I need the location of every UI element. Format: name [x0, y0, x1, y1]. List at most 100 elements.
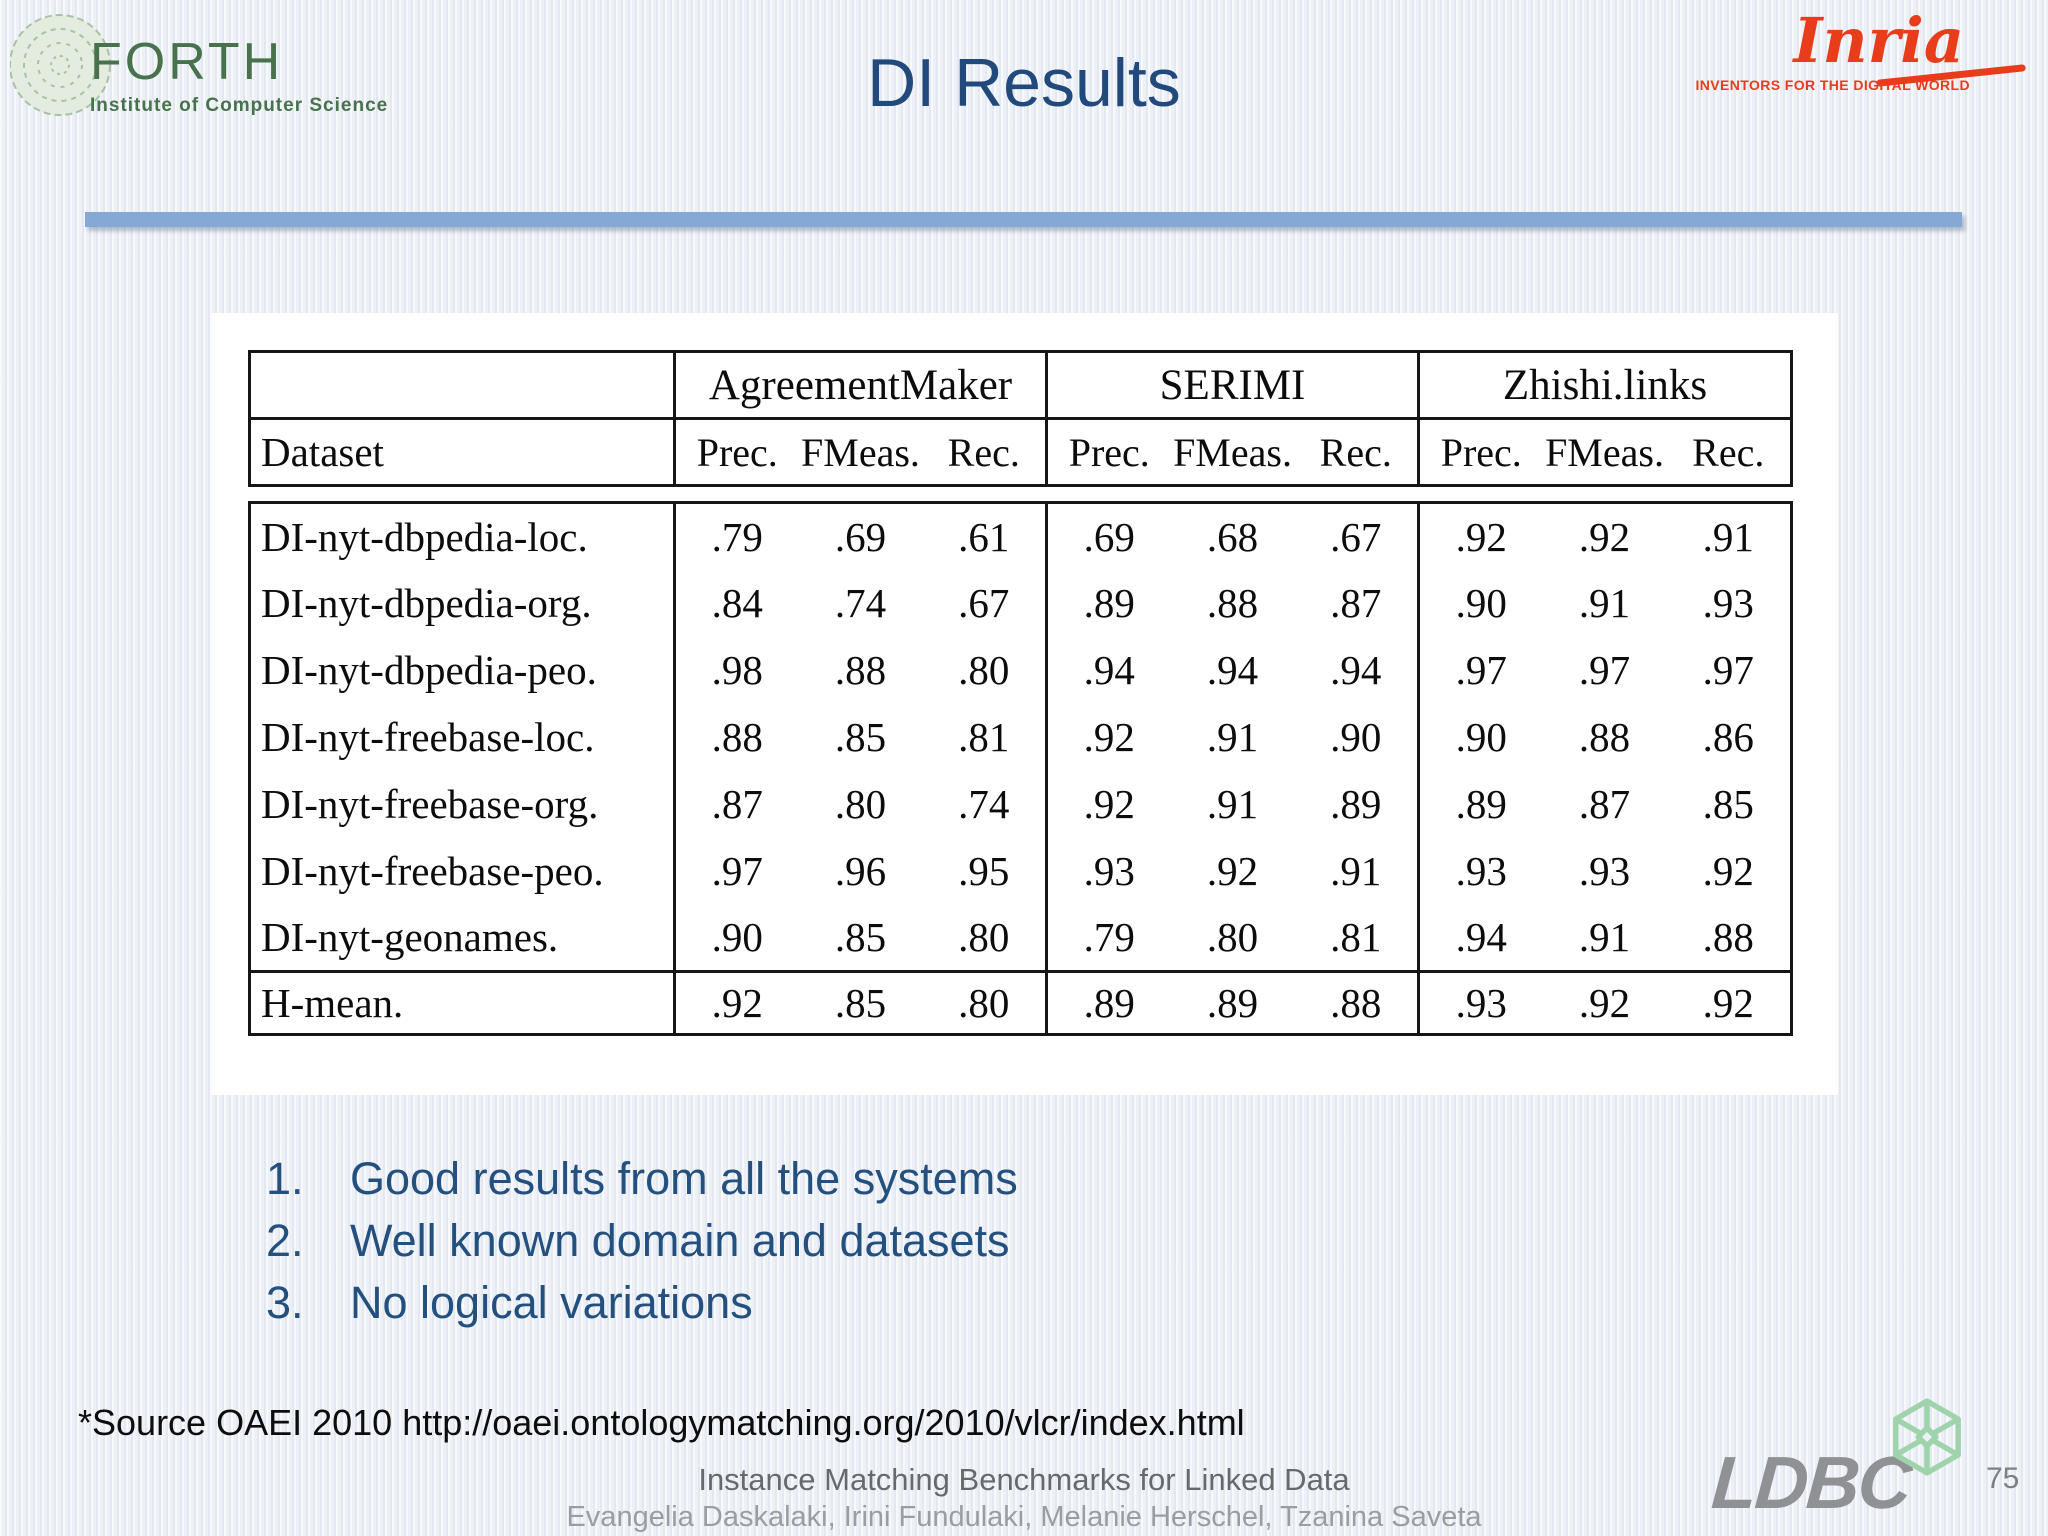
- metric-value-cell: .80: [834, 781, 887, 827]
- metric-header: Prec.: [673, 418, 799, 486]
- metric-value-cell: .79: [673, 502, 799, 570]
- metric-header: Rec.: [1692, 429, 1765, 475]
- metric-value-cell: .94: [1206, 647, 1259, 693]
- inria-logo-name: Inria: [1793, 4, 1964, 77]
- footer-authors: Evangelia Daskalaki, Irini Fundulaki, Me…: [566, 1501, 1482, 1533]
- metric-value-cell: .93: [1417, 970, 1543, 1035]
- forth-logo: FORTH Institute of Computer Science: [8, 6, 428, 126]
- metric-value-cell: .69: [834, 513, 887, 560]
- metric-value-cell: .91: [1702, 513, 1754, 560]
- metric-value-cell: .89: [1170, 970, 1295, 1035]
- dataset-cell: DI-nyt-dbpedia-peo.: [261, 647, 597, 693]
- list-item: 2. Well known domain and datasets: [266, 1210, 1566, 1272]
- metric-value-cell: .88: [834, 647, 887, 693]
- dataset-cell: DI-nyt-geonames.: [261, 914, 559, 961]
- table-row: DI-nyt-freebase-org. .87 .80 .74 .92 .91 .89 .8…: [250, 770, 1792, 838]
- metric-value-cell: .85: [834, 714, 887, 760]
- dataset-cell: H-mean.: [249, 970, 675, 1035]
- list-item-text: No logical variations: [350, 1277, 753, 1328]
- metric-value-cell: .97: [1578, 647, 1631, 693]
- metric-value-cell: .91: [1578, 580, 1631, 626]
- metric-value-cell: .87: [673, 770, 799, 838]
- metric-value-cell: .93: [1702, 580, 1754, 626]
- list-item: 3. No logical variations: [266, 1272, 1566, 1334]
- metric-value-cell: .81: [1330, 914, 1382, 961]
- metric-value-cell: .88: [1702, 914, 1754, 961]
- metric-header: Prec.: [1417, 418, 1543, 486]
- notes-list: 1. Good results from all the systems 2. …: [266, 1148, 1566, 1334]
- metric-value-cell: .80: [958, 914, 1010, 961]
- table-row: DI-nyt-freebase-peo. .97 .96 .95 .93 .92 .91 .9…: [250, 837, 1792, 905]
- metric-value-cell: .91: [1206, 714, 1259, 760]
- list-item-text: Well known domain and datasets: [350, 1215, 1010, 1266]
- dataset-cell: DI-nyt-freebase-peo.: [261, 848, 604, 894]
- metric-value-cell: .85: [798, 970, 923, 1035]
- metric-value-cell: .89: [1045, 970, 1171, 1035]
- forth-logo-name: FORTH: [90, 33, 284, 91]
- metric-value-cell: .92: [1666, 970, 1792, 1035]
- metric-value-cell: .85: [834, 914, 887, 961]
- summary-row: H-mean. .92.85.80.89.89.88.93.92.92: [249, 970, 1792, 1035]
- metric-value-cell: .88: [1578, 714, 1631, 760]
- metric-value-cell: .67: [958, 580, 1010, 626]
- metric-value-cell: .88: [1294, 970, 1419, 1035]
- page-number: 75: [1986, 1462, 2020, 1495]
- phaistos-disc-icon: [10, 14, 111, 116]
- metric-value-cell: .89: [1045, 569, 1171, 637]
- table-row: DI-nyt-freebase-loc. .88 .85 .81 .92 .91 .90 .9…: [250, 703, 1792, 771]
- dataset-cell: DI-nyt-freebase-loc.: [261, 714, 595, 760]
- list-item-number: 2.: [266, 1215, 304, 1266]
- metric-value-cell: .92: [673, 970, 799, 1035]
- metric-value-cell: .87: [1330, 580, 1382, 626]
- metric-value-cell: .92: [1045, 770, 1171, 838]
- dataset-cell: DI-nyt-freebase-org.: [261, 781, 599, 827]
- metric-value-cell: .93: [1417, 837, 1543, 905]
- metric-value-cell: .91: [1330, 848, 1382, 894]
- metric-value-cell: .90: [1417, 569, 1543, 637]
- metric-header: Prec.: [1045, 418, 1171, 486]
- metric-header: Rec.: [1319, 429, 1392, 475]
- metric-header: FMeas.: [1545, 429, 1664, 475]
- forth-logo-subtitle: Institute of Computer Science: [90, 95, 389, 116]
- list-item-number: 3.: [266, 1277, 304, 1328]
- group-header-zhishi-links: Zhishi.links: [1417, 351, 1792, 420]
- table-row: DI-nyt-dbpedia-loc. .79 .69 .61 .69 .68 .67 .92…: [250, 502, 1792, 570]
- group-header-agreementmaker: AgreementMaker: [672, 351, 1047, 420]
- results-table-body-table: DI-nyt-dbpedia-loc. .79 .69 .61 .69 .68 .67 .92…: [248, 501, 1793, 1036]
- dataset-column-header: Dataset: [261, 429, 384, 475]
- metric-value-cell: .92: [1206, 848, 1259, 894]
- metric-value-cell: .97: [1702, 647, 1754, 693]
- metric-header: FMeas.: [1173, 429, 1292, 475]
- metric-value-cell: .80: [1206, 914, 1259, 961]
- results-table-body: DI-nyt-dbpedia-loc. .79 .69 .61 .69 .68 .67 .92…: [249, 502, 1792, 1035]
- results-table-panel: AgreementMaker SERIMI Zhishi.links Datas…: [212, 313, 1838, 1095]
- metric-value-cell: .85: [1702, 781, 1754, 827]
- footer-title: Instance Matching Benchmarks for Linked …: [698, 1462, 1350, 1497]
- metric-value-cell: .97: [1417, 636, 1543, 704]
- metric-value-cell: .90: [673, 904, 799, 972]
- ldbc-logo-name: LDBC: [1709, 1441, 1913, 1524]
- title-divider: [85, 212, 1962, 227]
- metric-value-cell: .89: [1330, 781, 1382, 827]
- metric-value-cell: .98: [673, 636, 799, 704]
- metric-value-cell: .90: [1330, 714, 1382, 760]
- metric-value-cell: .61: [958, 513, 1010, 560]
- list-item-text: Good results from all the systems: [350, 1153, 1018, 1204]
- metric-value-cell: .80: [958, 647, 1010, 693]
- metric-value-cell: .96: [834, 848, 887, 894]
- metric-value-cell: .91: [1206, 781, 1259, 827]
- list-item: 1. Good results from all the systems: [266, 1148, 1566, 1210]
- dataset-cell: DI-nyt-dbpedia-org.: [261, 580, 592, 626]
- metric-value-cell: .93: [1578, 848, 1631, 894]
- metric-value-cell: .74: [834, 580, 887, 626]
- metric-header: Rec.: [947, 429, 1020, 475]
- metric-value-cell: .86: [1702, 714, 1754, 760]
- list-item-number: 1.: [266, 1153, 304, 1204]
- metric-value-cell: .69: [1045, 502, 1171, 570]
- metric-value-cell: .84: [673, 569, 799, 637]
- table-row: DI-nyt-dbpedia-peo. .98 .88 .80 .94 .94 .94 .97…: [250, 636, 1792, 704]
- metric-value-cell: .92: [1542, 970, 1667, 1035]
- metric-value-cell: .87: [1578, 781, 1631, 827]
- metric-value-cell: .91: [1578, 914, 1631, 961]
